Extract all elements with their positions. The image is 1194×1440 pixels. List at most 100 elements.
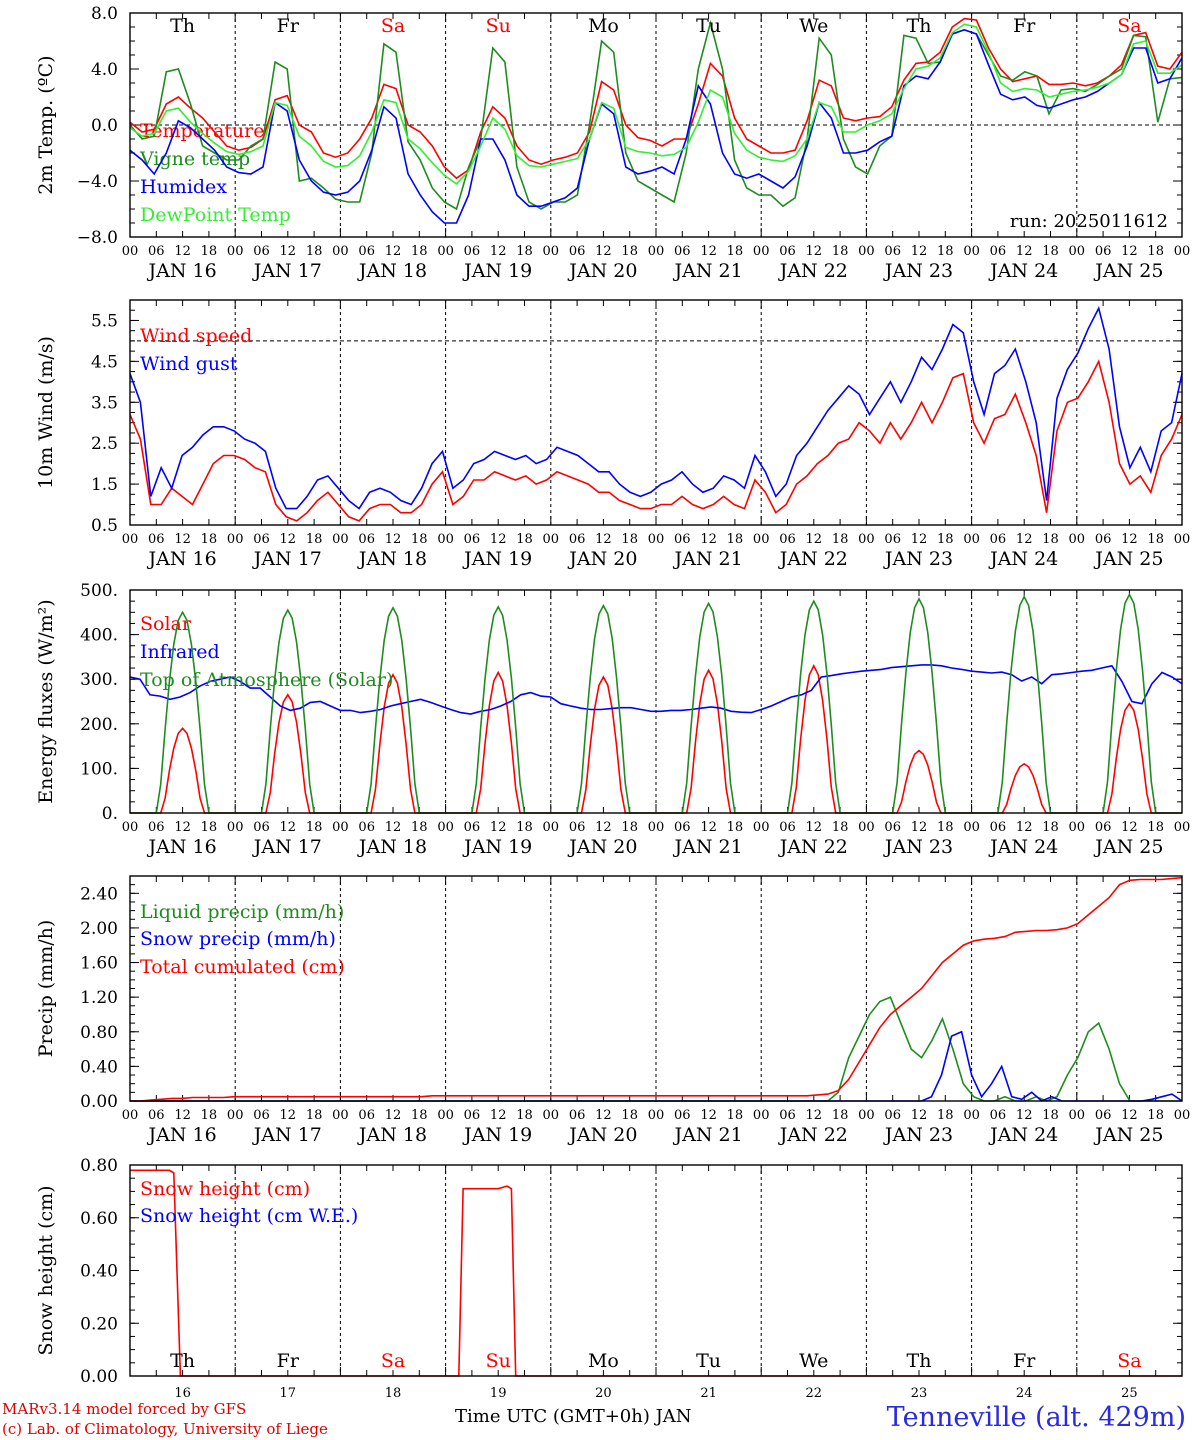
hour-label: 18 [1147,244,1164,259]
date-label: JAN 25 [1093,836,1163,858]
y-tick-label: 100. [80,759,118,779]
hour-label: 00 [122,820,139,835]
hour-label: 18 [937,532,954,547]
hour-label: 12 [280,532,297,547]
y-tick-label: 0.40 [80,1262,118,1282]
hour-label: 06 [569,244,586,259]
date-label: JAN 19 [462,548,532,570]
hour-label: 06 [990,1108,1007,1123]
y-tick-label: 1.60 [80,954,118,974]
hour-label: 12 [490,820,507,835]
hour-label: 12 [174,244,191,259]
hour-label: 00 [648,820,665,835]
panel-3: 00 06 12 18 00 06 12 18 00 06 12 18 00 06 12 18 00 06 12 18… [35,581,1190,858]
hour-label: 12 [1121,820,1138,835]
hour-label: 06 [253,1108,270,1123]
hour-label: 18 [516,820,533,835]
hour-label: 18 [306,532,323,547]
hour-label: 00 [648,244,665,259]
day-number-label: 21 [700,1386,717,1401]
y-tick-label: 3.5 [91,393,118,413]
hour-label: 18 [201,244,218,259]
hour-label: 00 [858,244,875,259]
hour-label: 00 [753,820,770,835]
hour-label: 06 [569,820,586,835]
x-axis-caption: Time UTC (GMT+0h) JAN [455,1406,692,1427]
date-label: JAN 18 [357,836,427,858]
date-label: JAN 21 [673,548,743,570]
y-axis-label: 2m Temp. (ºC) [35,55,57,194]
hour-label: 06 [253,532,270,547]
date-label: JAN 18 [357,260,427,282]
hour-label: 06 [779,1108,796,1123]
hour-label: 00 [543,1108,560,1123]
hour-label: 00 [858,820,875,835]
hour-label: 06 [464,820,481,835]
hour-label: 18 [937,244,954,259]
legend-entry: Infrared [140,641,220,663]
weekday-label: Sa [1117,1350,1141,1372]
series-line-humidex [129,28,1183,224]
hour-label: 06 [148,532,165,547]
run-label: run: 2025011612 [1010,211,1168,232]
y-tick-label: 500. [80,581,118,601]
hour-label: 12 [490,532,507,547]
weekday-label: Su [486,1350,511,1372]
hour-label: 00 [227,820,244,835]
hour-label: 12 [595,532,612,547]
hour-label: 12 [911,244,928,259]
hour-label: 06 [253,244,270,259]
weekday-label: We [799,1350,828,1372]
hour-label: 06 [674,244,691,259]
hour-label: 18 [727,820,744,835]
panel-2: 00 06 12 18 00 06 12 18 00 06 12 18 00 06 12 18 00 06 12 18… [35,299,1190,570]
hour-label: 00 [227,244,244,259]
hour-label: 00 [122,244,139,259]
hour-label: 00 [963,1108,980,1123]
hour-label: 12 [1016,532,1033,547]
hour-label: 06 [253,820,270,835]
hour-label: 00 [753,244,770,259]
hour-label: 00 [648,532,665,547]
date-label: JAN 21 [673,1124,743,1146]
y-tick-label: 2.00 [80,919,118,939]
legend-entry: Total cumulated (cm) [140,956,345,978]
credit-model: MARv3.14 model forced by GFS [2,1400,247,1418]
hour-label: 00 [543,532,560,547]
hour-label: 18 [727,244,744,259]
y-tick-label: 4.5 [91,352,118,372]
date-label: JAN 16 [147,836,217,858]
y-tick-label: 1.20 [80,988,118,1008]
hour-label: 18 [621,1108,638,1123]
hour-label: 18 [411,1108,428,1123]
legend-entry: Snow height (cm) [140,1178,310,1200]
panel-1: 00 06 12 18 00 06 12 18 00 06 12 18 00 06 12 18 00 06 12 18… [35,4,1190,282]
hour-label: 18 [516,1108,533,1123]
date-label: JAN 23 [883,836,953,858]
date-label: JAN 21 [673,836,743,858]
y-tick-label: 300. [80,670,118,690]
hour-label: 12 [1016,820,1033,835]
weekday-label: Tu [696,15,721,37]
legend-entry: Wind gust [140,353,238,375]
y-tick-label: 0.20 [80,1314,118,1334]
hour-label: 12 [385,532,402,547]
y-tick-label: 0.00 [80,1092,118,1112]
hour-label: 06 [779,820,796,835]
hour-label: 00 [648,1108,665,1123]
hour-label: 18 [621,244,638,259]
hour-label: 06 [884,532,901,547]
series-line-snow-precip-mm-h- [130,1030,1183,1102]
hour-label: 12 [174,1108,191,1123]
day-number-label: 19 [490,1386,507,1401]
legend-entry: Liquid precip (mm/h) [140,901,344,923]
hour-label: 12 [806,1108,823,1123]
hour-label: 06 [884,244,901,259]
credit-lab: (c) Lab. of Climatology, University of L… [2,1420,328,1438]
date-label: JAN 24 [988,260,1058,282]
hour-label: 18 [727,532,744,547]
hour-label: 00 [1174,1108,1191,1123]
hour-label: 12 [280,820,297,835]
hour-label: 06 [674,820,691,835]
y-tick-label: 5.5 [91,311,118,331]
